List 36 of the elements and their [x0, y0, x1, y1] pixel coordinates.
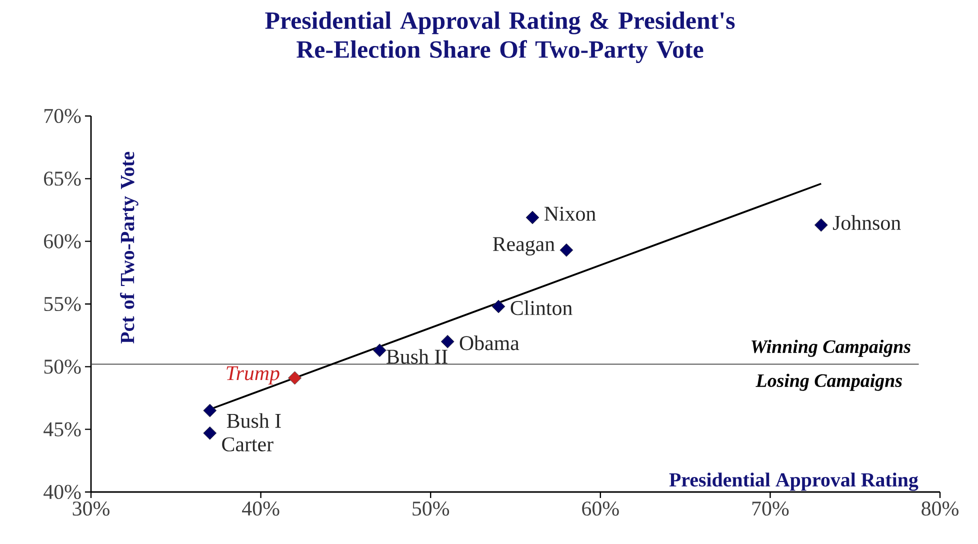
point [288, 371, 302, 385]
y-tick-label: 45% [44, 422, 81, 436]
x-tick-label: 30% [72, 502, 110, 516]
y-tick-label: 40% [44, 484, 81, 500]
x-axis-title: Presidential Approval Rating [669, 472, 918, 491]
y-tick-label: 60% [44, 234, 81, 248]
y-tick-label: 65% [44, 172, 81, 186]
annotation: Winning Campaigns [752, 340, 910, 357]
y-tick-label: 70% [44, 108, 81, 124]
y-tick-label: 50% [44, 360, 81, 374]
series-label: Bush I [226, 413, 281, 428]
x-tick-label: 80% [922, 502, 958, 516]
series-label: Johnson [832, 215, 901, 230]
series-label: Obama [460, 335, 520, 350]
series-label: Reagan [492, 237, 555, 256]
annotation: Losing Campaigns [756, 374, 902, 391]
point [492, 300, 506, 314]
point [526, 210, 540, 224]
point [203, 404, 217, 418]
point [203, 426, 217, 440]
x-tick-label: 60% [582, 502, 619, 516]
x-tick-label: 50% [412, 502, 450, 516]
point [560, 243, 574, 257]
y-tick-label: 55% [44, 296, 81, 312]
chart-title: Presidential Approval Rating & President's Re-Election Share Of Two-Party Vote [265, 12, 735, 64]
series-label: Nixon [544, 206, 596, 221]
x-tick-label: 70% [752, 502, 789, 516]
y-axis-title: Pct of Two-Party Vote [120, 152, 138, 344]
point [372, 344, 386, 358]
series-label: Trump [226, 366, 280, 385]
series-label: Carter [222, 437, 274, 452]
series-label: Clinton [510, 300, 572, 316]
x-tick-label: 40% [242, 502, 280, 516]
point [814, 218, 828, 232]
series-label: Bush II [386, 349, 448, 364]
point [440, 334, 454, 348]
